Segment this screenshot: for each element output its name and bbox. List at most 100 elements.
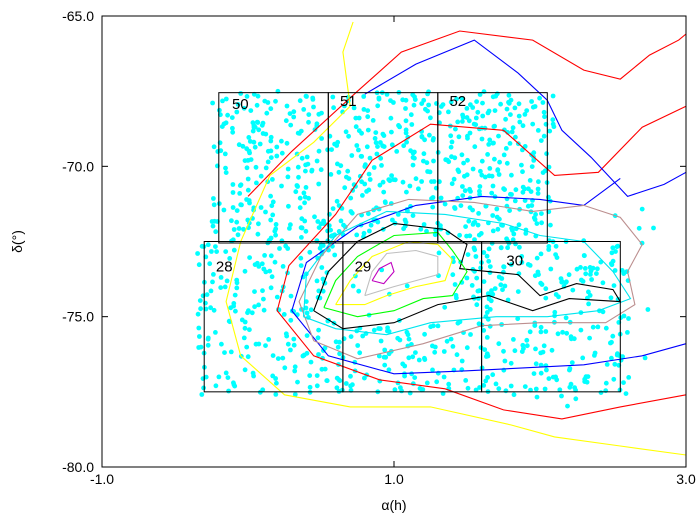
scatter-point xyxy=(580,355,586,361)
scatter-point xyxy=(600,280,606,286)
scatter-point xyxy=(250,120,256,126)
scatter-point xyxy=(362,181,368,187)
scatter-point xyxy=(536,179,541,185)
scatter-point xyxy=(416,186,421,192)
scatter-point xyxy=(636,225,642,231)
scatter-point xyxy=(418,226,424,232)
scatter-point xyxy=(448,133,454,139)
scatter-point xyxy=(475,222,481,228)
scatter-point xyxy=(283,243,289,249)
scatter-point xyxy=(234,208,240,214)
scatter-point xyxy=(268,253,274,259)
scatter-point xyxy=(395,212,401,217)
scatter-point xyxy=(230,182,236,187)
scatter-point xyxy=(470,222,476,227)
scatter-point xyxy=(416,357,422,363)
scatter-point xyxy=(487,323,493,329)
scatter-point xyxy=(492,156,497,162)
contour-line xyxy=(323,231,468,318)
scatter-point xyxy=(581,253,587,258)
scatter-point xyxy=(435,323,441,329)
scatter-point xyxy=(273,392,279,397)
scatter-point xyxy=(532,273,538,279)
contour-line xyxy=(302,210,632,336)
scatter-point xyxy=(578,327,584,333)
scatter-point xyxy=(403,97,409,103)
scatter-point xyxy=(482,347,488,352)
scatter-point xyxy=(391,100,396,105)
scatter-point xyxy=(381,354,387,360)
scatter-point xyxy=(559,393,564,399)
scatter-point xyxy=(603,388,609,394)
scatter-point xyxy=(328,227,333,233)
scatter-point xyxy=(485,375,490,380)
scatter-point xyxy=(477,192,482,197)
scatter-point xyxy=(446,109,451,115)
scatter-point xyxy=(246,135,252,140)
scatter-point xyxy=(292,368,298,374)
scatter-point xyxy=(442,201,448,207)
scatter-point xyxy=(315,335,321,341)
scatter-point xyxy=(296,174,301,180)
scatter-point xyxy=(567,367,572,373)
scatter-point xyxy=(283,118,289,124)
scatter-point xyxy=(269,203,275,209)
scatter-point xyxy=(252,124,258,130)
scatter-point xyxy=(478,168,483,174)
scatter-point xyxy=(500,287,505,293)
scatter-point xyxy=(496,172,502,177)
scatter-point xyxy=(463,224,468,230)
scatter-point xyxy=(223,120,229,126)
scatter-point xyxy=(621,271,627,276)
scatter-point xyxy=(219,124,225,129)
scatter-point xyxy=(357,350,363,356)
scatter-point xyxy=(508,97,514,103)
scatter-point xyxy=(244,344,250,350)
scatter-point xyxy=(478,265,483,271)
contour-line xyxy=(364,249,439,297)
scatter-point xyxy=(524,343,530,349)
scatter-point xyxy=(218,285,224,290)
scatter-point xyxy=(234,109,240,115)
scatter-point xyxy=(218,148,224,154)
scatter-point xyxy=(651,225,656,231)
scatter-point xyxy=(207,261,213,267)
scatter-point xyxy=(364,189,369,194)
scatter-point xyxy=(368,222,374,228)
scatter-point xyxy=(249,310,255,316)
scatter-point xyxy=(421,151,427,157)
scatter-point xyxy=(412,94,417,100)
scatter-point xyxy=(406,336,412,342)
scatter-point xyxy=(547,128,553,134)
scatter-point xyxy=(425,108,430,114)
scatter-point xyxy=(496,341,502,347)
contour-line xyxy=(291,177,687,375)
field-label: 51 xyxy=(340,93,357,110)
scatter-point xyxy=(528,189,534,195)
scatter-point xyxy=(217,107,222,113)
scatter-point xyxy=(360,193,365,198)
scatter-point xyxy=(241,105,247,111)
scatter-point xyxy=(538,350,544,356)
scatter-point xyxy=(376,96,382,102)
scatter-point xyxy=(546,376,552,381)
scatter-point xyxy=(255,120,261,125)
scatter-point xyxy=(477,288,482,294)
scatter-point xyxy=(427,132,432,138)
scatter-point xyxy=(494,214,500,220)
scatter-point xyxy=(463,378,469,383)
scatter-point xyxy=(220,98,225,104)
scatter-point xyxy=(565,403,570,409)
scatter-point xyxy=(428,115,433,121)
scatter-point xyxy=(233,308,238,314)
scatter-point xyxy=(389,142,395,148)
scatter-point xyxy=(452,155,458,161)
scatter-point xyxy=(301,190,307,196)
scatter-point xyxy=(351,105,357,111)
scatter-point xyxy=(410,150,416,156)
scatter-point xyxy=(263,209,268,215)
scatter-point xyxy=(421,158,426,164)
scatter-point xyxy=(348,373,353,379)
scatter-point xyxy=(328,233,334,239)
scatter-point xyxy=(268,138,274,144)
